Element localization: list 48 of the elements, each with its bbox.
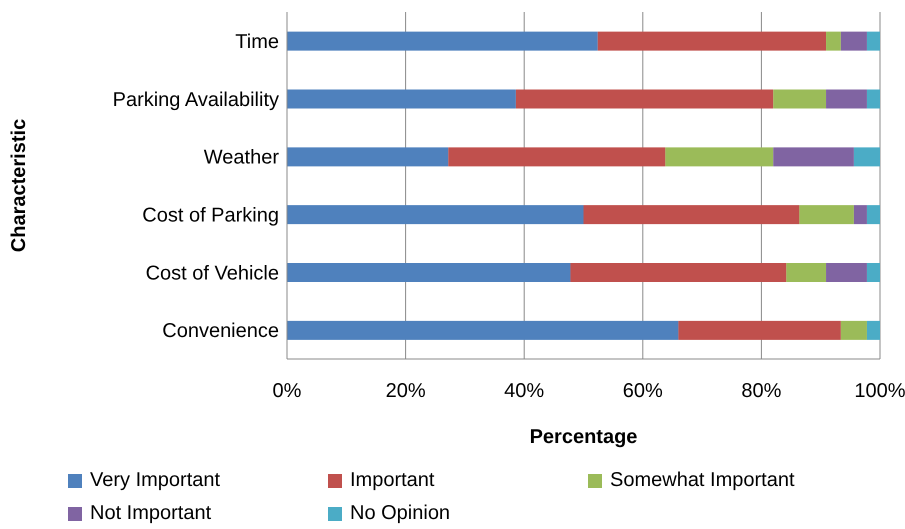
legend-label: Not Important: [90, 502, 212, 525]
y-tick-label: Cost of Vehicle: [146, 262, 279, 284]
y-tick-label: Convenience: [162, 320, 279, 342]
x-tick-label: 40%: [504, 380, 544, 402]
bar: [287, 147, 448, 166]
legend-label: Somewhat Important: [610, 469, 795, 492]
bar: [799, 205, 854, 224]
bar: [773, 89, 826, 108]
bar: [665, 147, 774, 166]
legend-label: Very Important: [90, 469, 220, 492]
x-tick-label: 0%: [272, 380, 302, 402]
x-axis-title: Percentage: [530, 426, 638, 448]
bar: [678, 320, 841, 340]
x-tick-label: 60%: [622, 380, 664, 402]
bar: [287, 32, 598, 51]
bar: [826, 89, 867, 108]
bar: [598, 32, 826, 51]
bar: [854, 147, 880, 166]
bar: [287, 205, 584, 224]
legend-label: No Opinion: [350, 502, 450, 525]
bar: [786, 262, 826, 282]
bar: [866, 205, 880, 224]
y-axis-title: Characteristic: [8, 118, 30, 252]
x-tick-label: 100%: [854, 380, 905, 402]
x-tick-label: 20%: [386, 380, 426, 402]
bar: [866, 32, 880, 51]
y-tick-label: Weather: [204, 146, 280, 169]
bar: [287, 89, 516, 108]
bar: [584, 205, 800, 224]
bar: [516, 89, 774, 108]
bar: [866, 320, 880, 340]
x-tick-label: 80%: [741, 380, 782, 402]
bar: [448, 147, 666, 166]
y-tick-label: Time: [235, 31, 279, 54]
bar: [840, 320, 867, 340]
bar: [866, 89, 880, 108]
bar: [866, 262, 880, 282]
y-tick-label: Parking Availability: [112, 88, 279, 111]
bar: [570, 262, 786, 282]
y-tick-label: Cost of Parking: [142, 204, 279, 227]
bar: [287, 262, 570, 282]
legend-label: Important: [350, 469, 434, 492]
bar: [773, 147, 854, 166]
bar: [840, 32, 867, 51]
bar: [854, 205, 867, 224]
bar: [826, 262, 867, 282]
bar: [826, 32, 841, 51]
bar: [287, 320, 678, 340]
